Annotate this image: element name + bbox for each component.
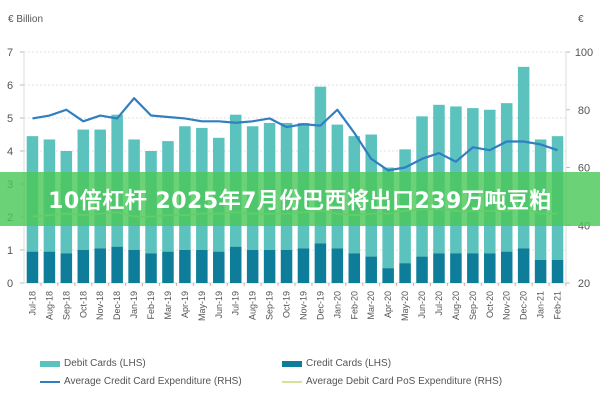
left-tick-label: 4 xyxy=(7,146,13,158)
credit-bar xyxy=(416,256,428,283)
credit-bar xyxy=(94,248,106,283)
credit-bar xyxy=(60,253,73,283)
left-tick-label: 7 xyxy=(7,47,13,59)
credit-bar xyxy=(196,250,208,283)
x-tick-label: Mar-19 xyxy=(163,291,173,320)
x-tick-label: Aug-18 xyxy=(44,291,54,320)
x-tick-label: Jun-19 xyxy=(214,291,224,319)
x-tick-label: Aug-20 xyxy=(451,291,461,320)
x-tick-label: Sep-18 xyxy=(61,291,71,320)
x-tick-label: Aug-19 xyxy=(248,291,258,320)
legend-label-avg-credit: Average Credit Card Expenditure (RHS) xyxy=(64,376,242,387)
credit-bar xyxy=(179,250,191,283)
avg-credit-line-icon xyxy=(40,380,60,383)
credit-bar xyxy=(365,256,377,283)
credit-bar xyxy=(382,268,394,283)
x-tick-label: Mar-20 xyxy=(366,291,376,320)
legend-item-avg-credit: Average Credit Card Expenditure (RHS) xyxy=(40,376,242,387)
legend-item-debit: Debit Cards (LHS) xyxy=(40,358,146,369)
x-tick-label: Dec-18 xyxy=(112,291,122,320)
credit-bar xyxy=(467,253,479,283)
credit-bar xyxy=(314,243,327,283)
credit-bar xyxy=(348,253,361,283)
credit-bar xyxy=(26,251,39,283)
x-tick-label: Dec-20 xyxy=(519,291,529,320)
left-tick-label: 5 xyxy=(7,113,13,125)
x-tick-label: Feb-21 xyxy=(553,291,563,320)
x-tick-label: Oct-20 xyxy=(485,291,495,318)
x-tick-label: Nov-18 xyxy=(95,291,105,320)
credit-bar xyxy=(43,251,56,283)
x-tick-label: Jan-21 xyxy=(536,291,546,319)
x-tick-label: Jun-20 xyxy=(417,291,427,319)
left-axis-unit: € Billion xyxy=(8,14,44,25)
credit-bar xyxy=(551,259,564,283)
x-tick-label: Jul-19 xyxy=(231,291,241,316)
credit-bar xyxy=(297,248,310,283)
x-tick-label: Nov-20 xyxy=(502,291,512,320)
x-tick-label: Oct-18 xyxy=(78,291,88,318)
credit-swatch-icon xyxy=(282,360,302,367)
x-tick-label: May-20 xyxy=(400,291,410,321)
x-tick-label: May-19 xyxy=(197,291,207,321)
left-tick-label: 1 xyxy=(7,245,13,257)
credit-bar xyxy=(213,251,225,283)
avg-debit-pos-line-icon xyxy=(282,380,302,383)
x-tick-label: Jul-20 xyxy=(434,291,444,316)
debit-bar xyxy=(314,86,327,244)
x-tick-label: Oct-19 xyxy=(282,291,292,318)
x-tick-label: Jan-19 xyxy=(129,291,139,319)
x-tick-label: Nov-19 xyxy=(298,291,308,320)
legend-item-credit: Credit Cards (LHS) xyxy=(282,358,391,369)
credit-bar xyxy=(128,250,140,283)
credit-bar xyxy=(246,250,259,283)
avg-credit-expenditure-line xyxy=(32,97,558,172)
legend-item-avg-debit-pos: Average Debit Card PoS Expenditure (RHS) xyxy=(282,376,502,387)
credit-bar xyxy=(433,253,445,283)
legend-label-credit: Credit Cards (LHS) xyxy=(306,358,392,369)
credit-bar xyxy=(331,248,344,283)
right-axis-unit: € xyxy=(578,14,584,25)
overlay-banner[interactable]: 10倍杠杆 2025年7月份巴西将出口239万吨豆粕 xyxy=(0,172,600,226)
x-tick-label: Feb-20 xyxy=(349,291,359,320)
credit-bar xyxy=(145,253,157,283)
x-tick-label: Jul-18 xyxy=(27,291,37,316)
credit-bar xyxy=(77,250,90,283)
credit-bar xyxy=(534,259,547,283)
banner-text: 10倍杠杆 2025年7月份巴西将出口239万吨豆粕 xyxy=(48,189,552,214)
left-tick-label: 6 xyxy=(7,80,13,92)
credit-bar xyxy=(484,253,496,283)
x-tick-label: Feb-19 xyxy=(146,291,156,320)
legend-label-debit: Debit Cards (LHS) xyxy=(64,358,146,369)
x-tick-label: Dec-19 xyxy=(315,291,325,320)
debit-bar xyxy=(517,66,530,249)
x-tick-label: Jan-20 xyxy=(332,291,342,319)
credit-bar xyxy=(280,250,293,283)
credit-bar xyxy=(162,251,174,283)
credit-bar xyxy=(263,250,276,283)
x-tick-label: Apr-20 xyxy=(383,291,393,318)
credit-bar xyxy=(450,253,462,283)
right-tick-label: 60 xyxy=(578,163,590,175)
credit-bar xyxy=(111,246,123,283)
x-tick-label: Apr-19 xyxy=(180,291,190,318)
credit-bar xyxy=(517,248,530,283)
x-tick-label: Sep-20 xyxy=(468,291,478,320)
right-tick-label: 80 xyxy=(578,105,590,117)
credit-bar xyxy=(399,263,411,283)
credit-bar xyxy=(500,251,513,283)
legend-label-avg-debit-pos: Average Debit Card PoS Expenditure (RHS) xyxy=(306,376,503,387)
credit-bar xyxy=(229,246,242,283)
right-tick-label: 100 xyxy=(575,47,593,59)
left-tick-label: 0 xyxy=(7,278,13,290)
right-tick-label: 20 xyxy=(578,278,590,290)
x-tick-label: Sep-19 xyxy=(265,291,275,320)
debit-swatch-icon xyxy=(40,360,60,367)
